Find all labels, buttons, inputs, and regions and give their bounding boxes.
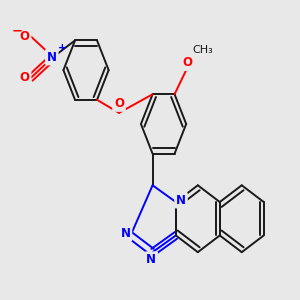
- Text: −: −: [11, 25, 22, 38]
- Text: N: N: [120, 227, 130, 240]
- Text: O: O: [182, 56, 193, 69]
- Text: O: O: [20, 71, 30, 84]
- Text: +: +: [58, 43, 67, 53]
- Text: N: N: [146, 253, 156, 266]
- Text: CH₃: CH₃: [193, 45, 213, 55]
- Text: O: O: [20, 30, 30, 43]
- Text: N: N: [47, 51, 57, 64]
- Text: O: O: [114, 97, 124, 110]
- Text: N: N: [176, 194, 186, 207]
